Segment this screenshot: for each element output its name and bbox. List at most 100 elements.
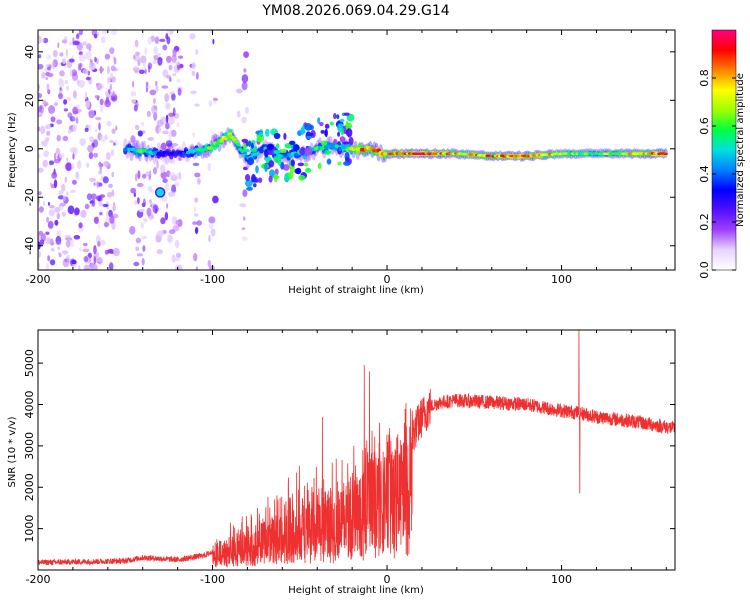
spectrogram-noise-blob (57, 246, 61, 250)
spectrogram-noise-blob (166, 74, 172, 79)
spectrogram-noise-blob (208, 224, 214, 229)
spectrogram-noise-blob (94, 129, 98, 133)
spectrogram-noise-blob (90, 262, 96, 270)
spectrogram-noise-blob (101, 84, 104, 89)
spectrogram-noise-blob (98, 170, 103, 175)
spectrogram-noise-blob (99, 239, 106, 246)
spectrogram-noise-blob (45, 231, 50, 235)
spectrogram-noise-blob (165, 33, 169, 40)
spectrogram-noise-blob (84, 127, 89, 132)
spectrogram-scatter-blob (248, 140, 252, 148)
spectrogram-noise-blob (75, 116, 79, 124)
spectrogram-noise-blob (64, 176, 68, 183)
spectrogram-noise-blob (61, 250, 69, 255)
spectrogram-noise-blob (97, 31, 100, 36)
spectrogram-noise-blob (129, 225, 136, 235)
spectrogram-noise-blob (195, 49, 199, 55)
spectrogram-noise-blob (167, 116, 175, 125)
spectrogram-noise-blob (62, 195, 66, 202)
spectrogram-x-label: Height of straight line (km) (288, 285, 424, 296)
spectrogram-scatter-blob (298, 174, 306, 181)
spectrogram-noise-blob (59, 202, 66, 207)
spectrogram-noise-blob (50, 248, 55, 252)
spectrogram-noise-blob (77, 80, 85, 88)
spectrogram-scatter-blob (256, 137, 262, 143)
spectrogram-scatter-blob (309, 132, 314, 136)
spectrogram-noise-blob (69, 69, 73, 77)
spectrogram-noise-blob (91, 59, 94, 67)
snr-x-label: Height of straight line (km) (288, 585, 424, 596)
spectrogram-noise-blob (145, 81, 149, 88)
spectrogram-noise-blob (149, 89, 157, 96)
spectrogram-noise-blob (189, 33, 196, 40)
spectrogram-noise-blob (155, 80, 158, 87)
spectrogram-noise-blob (170, 129, 177, 137)
spectrogram-noise-blob (241, 227, 246, 231)
x-tick-label: 0 (384, 273, 391, 286)
spectrogram-noise-blob (130, 98, 137, 104)
spectrogram-noise-blob (175, 220, 180, 225)
spectrogram-noise-blob (109, 83, 113, 91)
colorbar-label: Normalized spectral amplitude (735, 73, 746, 227)
spectrogram-scatter-blob (317, 162, 322, 169)
spectrogram-scatter-blob (244, 148, 250, 153)
spectrogram-noise-blob (87, 70, 91, 76)
spectrogram-noise-blob (66, 254, 71, 263)
spectrogram-noise-blob (58, 79, 65, 88)
spectrogram-noise-blob (171, 143, 178, 147)
spectrogram-scatter-blob (245, 174, 251, 182)
spectrogram-noise-blob (155, 85, 159, 93)
spectrogram-noise-blob (48, 105, 56, 114)
spectrogram-noise-blob (144, 47, 148, 56)
spectrogram-noise-blob (54, 152, 57, 162)
spectrogram-noise-blob (135, 237, 142, 244)
spectrogram-noise-blob (177, 88, 182, 96)
spectrogram-noise-blob (176, 122, 180, 128)
spectrogram-noise-blob (242, 189, 248, 197)
snr-plot-area (38, 330, 675, 570)
spectrogram-noise-blob (95, 256, 103, 263)
spectrogram-noise-blob (88, 124, 92, 131)
spectrogram-noise-blob (50, 242, 55, 246)
spectrogram-scatter-blob (280, 161, 285, 170)
spectrogram-noise-blob (210, 228, 216, 237)
spectrogram-ridge-core (236, 143, 241, 147)
spectrogram-noise-blob (132, 66, 140, 73)
spectrogram-noise-blob (207, 259, 212, 267)
spectrogram-noise-blob (174, 239, 180, 249)
spectrogram-noise-blob (88, 152, 94, 160)
spectrogram-noise-blob (90, 193, 97, 200)
spectrogram-noise-blob (152, 204, 159, 214)
spectrogram-noise-blob (64, 79, 69, 85)
spectrogram-noise-blob (194, 213, 199, 217)
spectrogram-noise-blob (136, 253, 144, 257)
colorbar-tick-label: 0.0 (698, 261, 711, 279)
spectrogram-frame (37, 29, 676, 271)
spectrogram-noise-blob (166, 55, 172, 63)
spectrogram-noise-blob (46, 83, 50, 92)
snr-x-ticks: -200 -100 0 100 (26, 330, 667, 586)
spectrogram-noise-blob (109, 215, 115, 224)
spectrogram-noise-blob (79, 247, 82, 252)
spectrogram-scatter-blob (340, 127, 344, 136)
spectrogram-noise-blob (62, 58, 66, 65)
spectrogram-noise-blob (241, 74, 249, 83)
spectrogram-noise-blob (137, 197, 140, 205)
spectrogram-noise-blob (192, 162, 200, 166)
spectrogram-noise-blob (109, 139, 114, 143)
spectrogram-noise-blob (104, 99, 111, 108)
spectrogram-noise-blob (72, 179, 77, 185)
spectrogram-scatter-blob (324, 123, 330, 129)
spectrogram-noise-blob (190, 90, 197, 95)
spectrogram-scatter-blob (251, 178, 260, 183)
spectrogram-noise-blob (239, 203, 247, 208)
spectrogram-noise-blob (165, 122, 170, 130)
spectrogram-scatter-blob (282, 164, 290, 171)
spectrogram-noise-blob (195, 266, 199, 270)
spectrogram-noise-blob (192, 132, 196, 138)
spectrogram-noise-blob (91, 198, 96, 207)
spectrogram-scatter-blob (336, 114, 340, 120)
spectrogram-noise-blob (93, 152, 98, 158)
spectrogram-noise-blob (45, 237, 52, 245)
spectrogram-noise-blob (97, 196, 102, 202)
